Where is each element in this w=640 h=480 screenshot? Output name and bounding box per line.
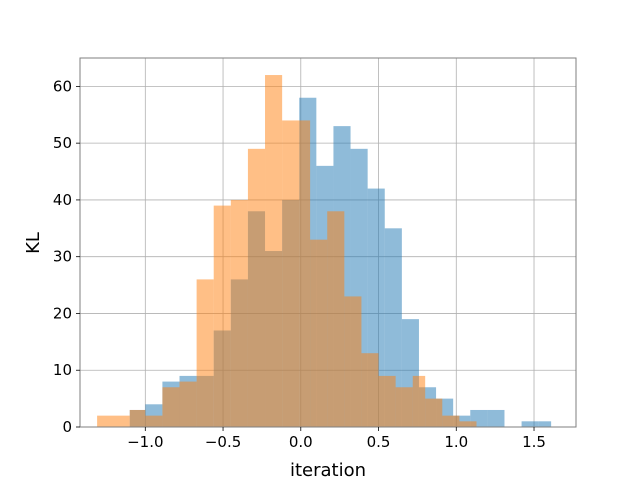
- histogram-bar: [327, 211, 345, 427]
- y-tick-label: 50: [53, 134, 72, 152]
- histogram-bar: [230, 199, 248, 427]
- histogram-bar: [453, 415, 471, 427]
- histogram-bar: [282, 120, 300, 427]
- histogram-bar: [361, 353, 379, 427]
- x-tick-label: 0.5: [367, 433, 391, 451]
- histogram-bar: [521, 421, 539, 427]
- y-axis-label: KL: [23, 232, 44, 254]
- histogram-bar: [97, 415, 130, 427]
- histogram-bar: [538, 421, 552, 427]
- histogram-bar: [442, 415, 460, 427]
- x-axis-label: iteration: [290, 460, 366, 480]
- histogram-bars: [97, 75, 552, 428]
- histogram-bar: [213, 205, 231, 427]
- plot-frame: [79, 57, 577, 428]
- histogram-bar: [196, 279, 214, 427]
- y-axis-ticks: 0 10 20 30 40 50 60: [53, 77, 80, 436]
- x-tick-label: −1.0: [127, 433, 163, 451]
- x-tick-label: 0.0: [289, 433, 313, 451]
- y-tick-label: 20: [53, 304, 72, 322]
- y-tick-label: 60: [53, 77, 72, 95]
- histogram-bar: [425, 398, 443, 427]
- histogram-bar: [459, 421, 477, 427]
- histogram-bar: [179, 381, 197, 427]
- histogram-bar: [378, 375, 396, 427]
- x-tick-label: 1.5: [522, 433, 546, 451]
- y-tick-label: 0: [62, 418, 72, 436]
- y-tick-label: 30: [53, 248, 72, 266]
- histogram-bar: [265, 75, 283, 428]
- histogram-bar: [487, 409, 505, 427]
- histogram-bar: [344, 296, 362, 427]
- x-axis-ticks: −1.0 −0.5 0.0 0.5 1.0 1.5: [127, 427, 546, 451]
- y-tick-label: 40: [53, 191, 72, 209]
- histogram-bar: [145, 415, 163, 427]
- histogram-bar: [129, 409, 146, 427]
- histogram-bar: [395, 387, 413, 427]
- x-tick-label: 1.0: [444, 433, 468, 451]
- histogram-bar: [247, 148, 266, 428]
- series-2-bars: [97, 75, 477, 428]
- histogram-bar: [310, 239, 328, 427]
- histogram-bar: [162, 387, 180, 427]
- histogram-bar: [412, 375, 426, 427]
- histogram-bar: [299, 120, 311, 427]
- y-tick-label: 10: [53, 361, 72, 379]
- x-tick-label: −0.5: [205, 433, 241, 451]
